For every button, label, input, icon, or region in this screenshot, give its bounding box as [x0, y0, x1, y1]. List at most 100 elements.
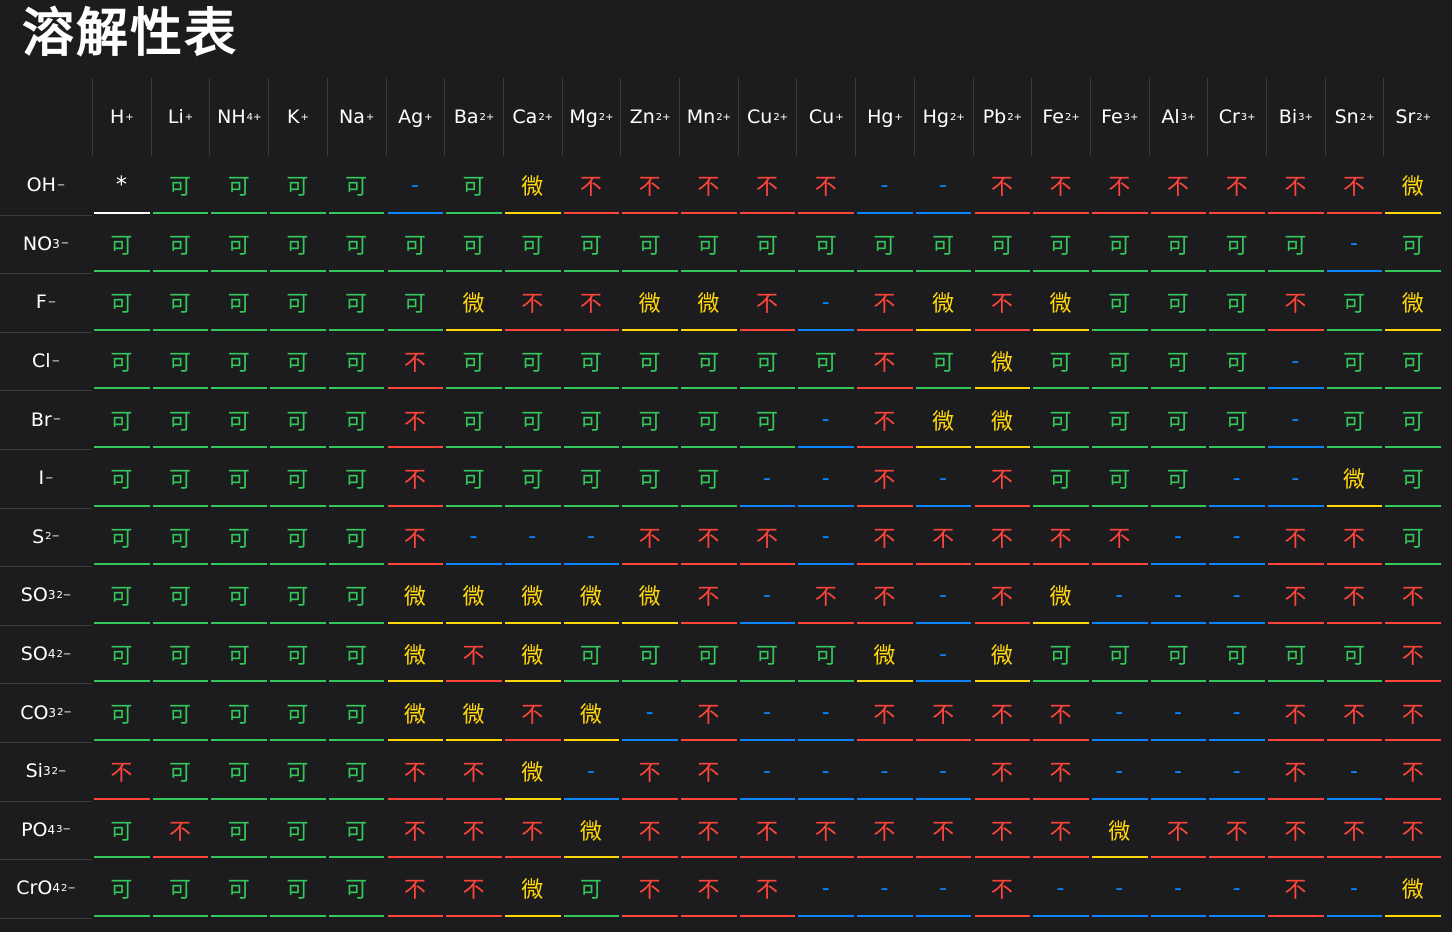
solubility-underline: [152, 680, 209, 683]
solubility-cell: 可: [169, 233, 192, 259]
solubility-cell: 不: [638, 761, 661, 787]
column-header: Mn 2+: [679, 78, 738, 156]
solubility-cell: 可: [169, 351, 192, 377]
solubility-cell: 不: [1284, 175, 1307, 201]
solubility-cell: 不: [521, 819, 544, 845]
solubility-cell: -: [763, 700, 771, 726]
solubility-underline: [974, 621, 1031, 624]
solubility-underline: [739, 504, 796, 507]
solubility-cell: 可: [286, 819, 309, 845]
solubility-underline: [94, 446, 150, 448]
solubility-underline: [1033, 739, 1089, 741]
solubility-cell: 微: [932, 292, 955, 318]
solubility-underline: [328, 504, 385, 507]
solubility-cell: 微: [873, 644, 896, 670]
column-header: Hg 2+: [913, 78, 973, 156]
solubility-underline: [681, 328, 737, 331]
solubility-cell: 不: [873, 819, 896, 845]
solubility-cell: 可: [462, 233, 485, 259]
solubility-cell: 可: [345, 175, 368, 201]
anion-symbol: CO: [20, 701, 49, 724]
solubility-underline: [1209, 680, 1265, 683]
solubility-underline: [328, 270, 385, 273]
solubility-underline: [94, 387, 150, 390]
row-header: PO 4 3−: [0, 801, 92, 860]
solubility-cell: 微: [521, 175, 544, 201]
solubility-underline: [1150, 680, 1207, 683]
solubility-underline: [211, 563, 268, 566]
solubility-cell: -: [1115, 875, 1124, 901]
solubility-underline: [1385, 211, 1442, 214]
solubility-underline: [504, 328, 561, 331]
solubility-cell: 不: [932, 702, 955, 728]
row-divider: [0, 917, 92, 919]
solubility-underline: [328, 387, 385, 390]
solubility-cell: 不: [1401, 702, 1424, 728]
solubility-underline: [387, 328, 444, 331]
cation-charge: 3+: [1240, 111, 1256, 123]
solubility-underline: [1150, 563, 1207, 566]
solubility-underline: [1268, 504, 1324, 507]
solubility-cell: 不: [697, 585, 720, 611]
solubility-cell: 可: [814, 644, 837, 670]
solubility-cell: 可: [403, 233, 426, 259]
solubility-underline: [446, 621, 502, 624]
solubility-underline: [974, 914, 1031, 917]
solubility-cell: 不: [1343, 585, 1366, 611]
cation-symbol: Fe: [1042, 106, 1064, 128]
solubility-underline: [328, 914, 385, 917]
solubility-underline: [328, 328, 385, 331]
solubility-underline: [152, 856, 209, 859]
solubility-cell: 可: [579, 878, 602, 904]
solubility-underline: [915, 270, 972, 273]
solubility-cell: 微: [521, 761, 544, 787]
solubility-cell: 可: [286, 526, 309, 552]
solubility-underline: [211, 504, 268, 507]
solubility-underline: [622, 739, 678, 741]
solubility-underline: [1326, 621, 1383, 624]
solubility-cell: 不: [990, 878, 1013, 904]
solubility-underline: [1033, 446, 1089, 448]
cation-charge: +: [424, 111, 433, 123]
solubility-underline: [504, 739, 561, 741]
solubility-cell: -: [763, 758, 771, 784]
solubility-cell: -: [821, 700, 830, 726]
cation-symbol: Pb: [982, 106, 1007, 128]
solubility-cell: 可: [990, 233, 1013, 259]
solubility-cell: 可: [814, 351, 837, 377]
solubility-cell: 不: [990, 468, 1013, 494]
solubility-underline: [739, 739, 796, 741]
solubility-underline: [211, 328, 268, 331]
column-header: Fe 3+: [1089, 78, 1149, 156]
row-divider: [0, 566, 92, 568]
solubility-cell: 可: [697, 468, 720, 494]
solubility-underline: [1326, 914, 1383, 917]
solubility-cell: 不: [932, 819, 955, 845]
solubility-cell: 可: [110, 468, 133, 494]
cation-charge: +: [125, 111, 134, 123]
solubility-cell: 可: [1343, 292, 1366, 318]
solubility-cell: 可: [286, 585, 309, 611]
solubility-underline: [798, 328, 855, 331]
solubility-cell: 微: [521, 878, 544, 904]
solubility-underline: [328, 739, 385, 741]
row-divider: [0, 742, 92, 743]
solubility-underline: [915, 680, 972, 683]
solubility-underline: [798, 563, 855, 566]
solubility-underline: [1385, 270, 1442, 273]
solubility-cell: 不: [169, 819, 192, 845]
solubility-underline: [152, 504, 209, 507]
solubility-cell: -: [1173, 524, 1182, 550]
solubility-underline: [681, 739, 737, 741]
solubility-underline: [739, 621, 796, 624]
solubility-cell: 不: [1284, 292, 1307, 318]
anion-symbol: OH: [26, 174, 56, 197]
solubility-cell: 不: [1343, 819, 1366, 845]
solubility-cell: 微: [1343, 468, 1366, 494]
solubility-underline: [1209, 446, 1265, 448]
solubility-cell: -: [1350, 231, 1358, 257]
solubility-cell: -: [1115, 582, 1124, 608]
anion-charge: −: [45, 472, 54, 484]
solubility-underline: [1150, 328, 1207, 331]
solubility-cell: 可: [1108, 468, 1131, 494]
